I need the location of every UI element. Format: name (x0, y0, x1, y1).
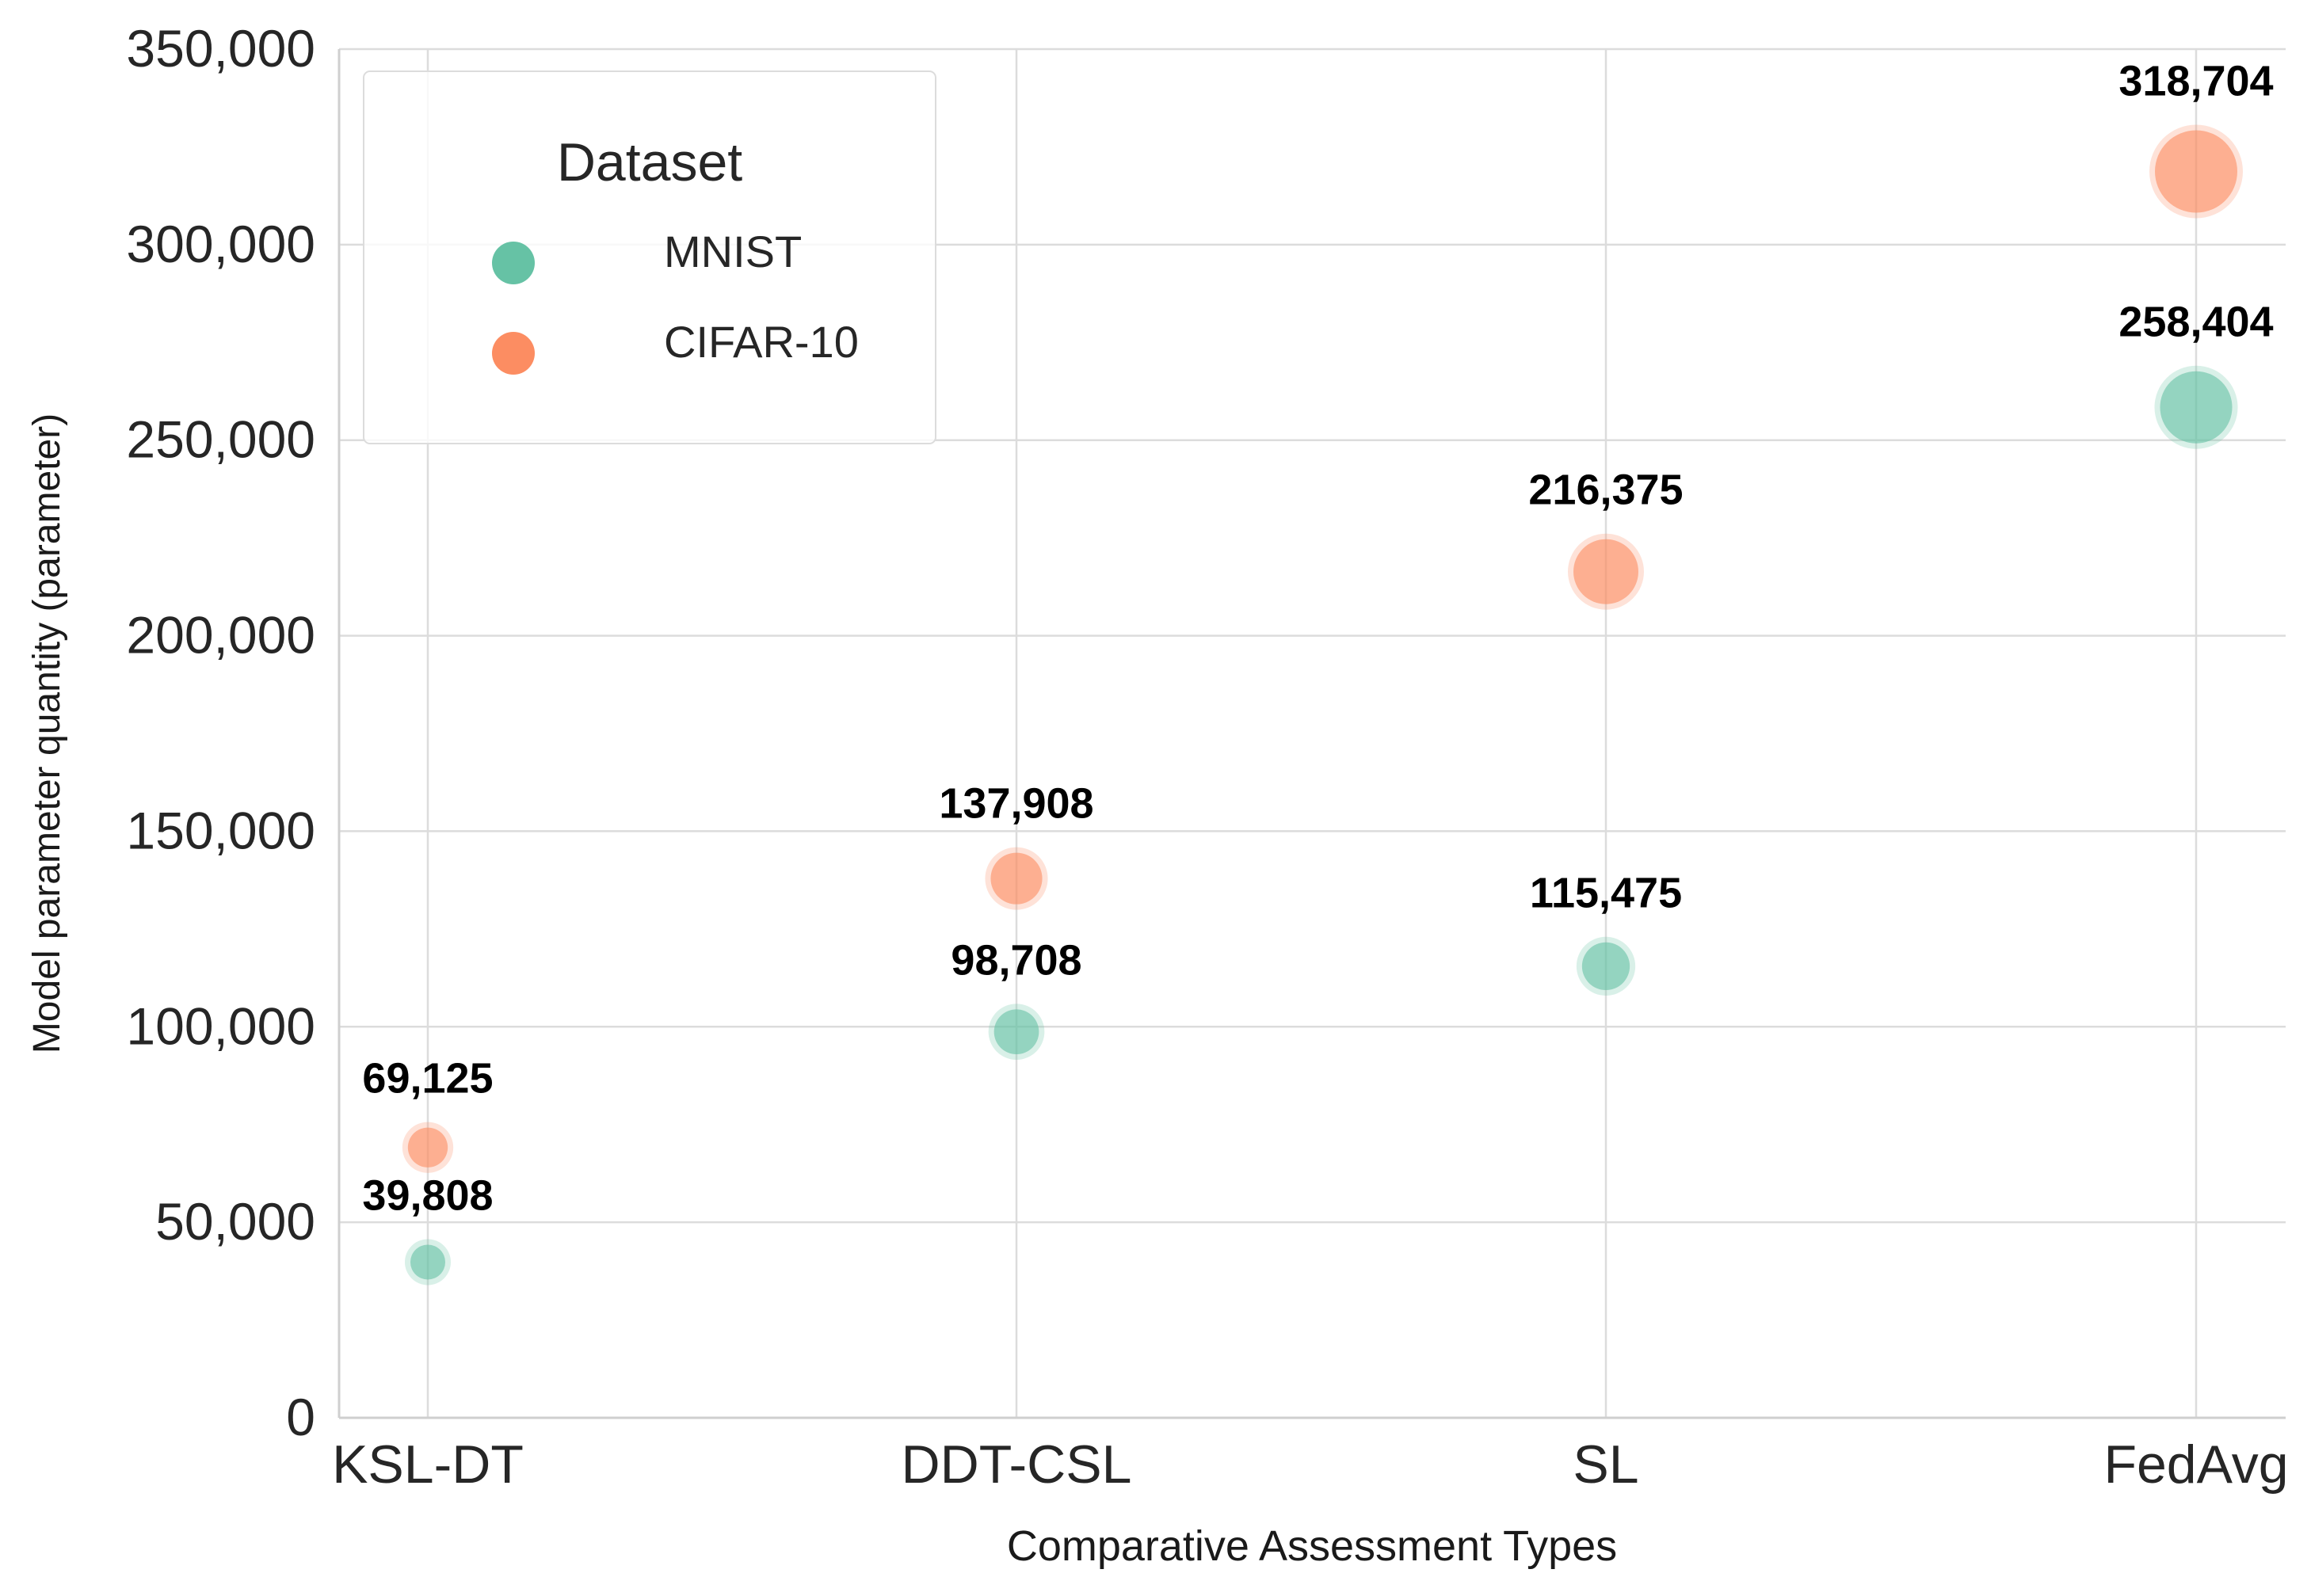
data-label: 69,125 (362, 1055, 493, 1103)
y-tick-label: 0 (286, 1388, 315, 1446)
data-labels: 39,808 98,708 115,475 258,404 69,125 137,908 2… (362, 58, 2273, 1220)
bubble-mnist-fedavg (2160, 371, 2233, 444)
y-tick-label: 150,000 (126, 801, 315, 859)
y-axis-title: Model parameter quantity (parameter) (26, 413, 68, 1053)
x-axis-title: Comparative Assessment Types (1007, 1522, 1617, 1570)
bubble-mnist-ksl-dt (410, 1244, 445, 1280)
x-tick-labels: KSL-DT DDT-CSL SL FedAvg (332, 1434, 2288, 1495)
x-tick-label: KSL-DT (332, 1434, 524, 1495)
bubble-mnist-ddt-csl (993, 1009, 1039, 1055)
data-label: 115,475 (1530, 870, 1682, 917)
legend: Dataset MNIST CIFAR-10 (363, 70, 936, 444)
data-label: 39,808 (362, 1171, 493, 1219)
x-tick-label: SL (1573, 1434, 1638, 1495)
x-tick-label: DDT-CSL (902, 1434, 1132, 1495)
data-label: 216,375 (1528, 467, 1683, 514)
bubble-mnist-sl (1581, 942, 1630, 991)
y-tick-label: 300,000 (126, 215, 315, 273)
bubble-cifar10-fedavg (2155, 130, 2237, 213)
data-points (402, 124, 2243, 1286)
legend-box (363, 70, 936, 444)
bubble-cifar10-sl (1573, 539, 1638, 604)
legend-marker-cifar10 (492, 332, 535, 375)
y-tick-label: 200,000 (126, 606, 315, 665)
y-tick-label: 100,000 (126, 996, 315, 1055)
data-label: 98,708 (951, 936, 1081, 984)
y-tick-labels: 0 50,000 100,000 150,000 200,000 250,000 300,0… (126, 19, 315, 1446)
data-label: 258,404 (2118, 299, 2273, 346)
y-tick-label: 50,000 (155, 1192, 315, 1251)
bubble-cifar10-ksl-dt (407, 1127, 448, 1167)
y-tick-label: 250,000 (126, 410, 315, 469)
legend-label-cifar10: CIFAR-10 (664, 317, 859, 367)
data-label: 137,908 (939, 780, 1093, 828)
bubble-cifar10-ddt-csl (990, 852, 1043, 905)
x-tick-label: FedAvg (2103, 1434, 2288, 1495)
axes (337, 49, 2286, 1419)
legend-title: Dataset (557, 132, 742, 192)
data-label: 318,704 (2118, 58, 2273, 105)
y-tick-label: 350,000 (126, 19, 315, 78)
legend-marker-mnist (492, 242, 535, 284)
legend-label-mnist: MNIST (664, 227, 802, 276)
